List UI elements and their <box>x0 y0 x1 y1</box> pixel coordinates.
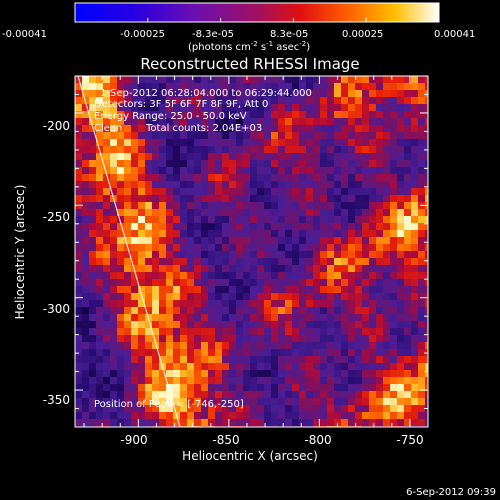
plot-title: Reconstructed RHESSI Image <box>140 55 359 73</box>
colorbar-gradient <box>74 2 440 23</box>
colorbar-units: (photons cm-2 s-1 asec-2) <box>188 40 310 53</box>
x-axis-label: Heliocentric X (arcsec) <box>182 449 318 463</box>
colorbar: -0.00041 -0.00025 -8.3e-05 8.3e-05 0.000… <box>2 2 475 53</box>
info-energy-range: Energy Range: 25.0 - 50.0 keV <box>94 111 247 122</box>
colorbar-tick-label: 8.3e-05 <box>270 29 308 40</box>
colorbar-tick-label: 0.00041 <box>434 29 475 40</box>
info-method: Clean <box>94 123 122 134</box>
info-time-range: 1-Sep-2012 06:28:04.000 to 06:29:44.000 <box>100 88 312 99</box>
colorbar-tick-label: -0.00025 <box>120 29 165 40</box>
heatmap-pixels <box>75 76 428 427</box>
plot-frame <box>74 75 429 428</box>
info-detectors: Detectors: 3F 5F 6F 7F 8F 9F, Att 0 <box>94 99 268 110</box>
image-area <box>75 76 428 427</box>
y-tick-label: -300 <box>43 302 70 316</box>
y-axis-ticks <box>75 75 428 428</box>
colorbar-ticks <box>74 18 440 22</box>
peak-position-label: Position of Peak = [-746,-250] <box>94 399 244 410</box>
y-tick-label: -350 <box>43 393 70 407</box>
colorbar-tick-label: 0.00025 <box>342 29 383 40</box>
x-tick-label: -800 <box>304 433 331 447</box>
solar-limb-line <box>77 76 181 427</box>
y-tick-label: -200 <box>43 119 70 133</box>
y-axis-label: Heliocentric Y (arcsec) <box>13 185 27 320</box>
x-tick-label: -850 <box>212 433 239 447</box>
colorbar-tick-label: -0.00041 <box>2 29 47 40</box>
x-tick-label: -900 <box>120 433 147 447</box>
info-total-counts: Total counts: 2.04E+03 <box>145 123 262 134</box>
timestamp: 6-Sep-2012 09:39 <box>406 487 496 498</box>
colorbar-tick-label: -8.3e-05 <box>192 29 234 40</box>
x-axis-ticks <box>83 76 429 427</box>
y-tick-label: -250 <box>43 210 70 224</box>
x-tick-label: -750 <box>396 433 423 447</box>
